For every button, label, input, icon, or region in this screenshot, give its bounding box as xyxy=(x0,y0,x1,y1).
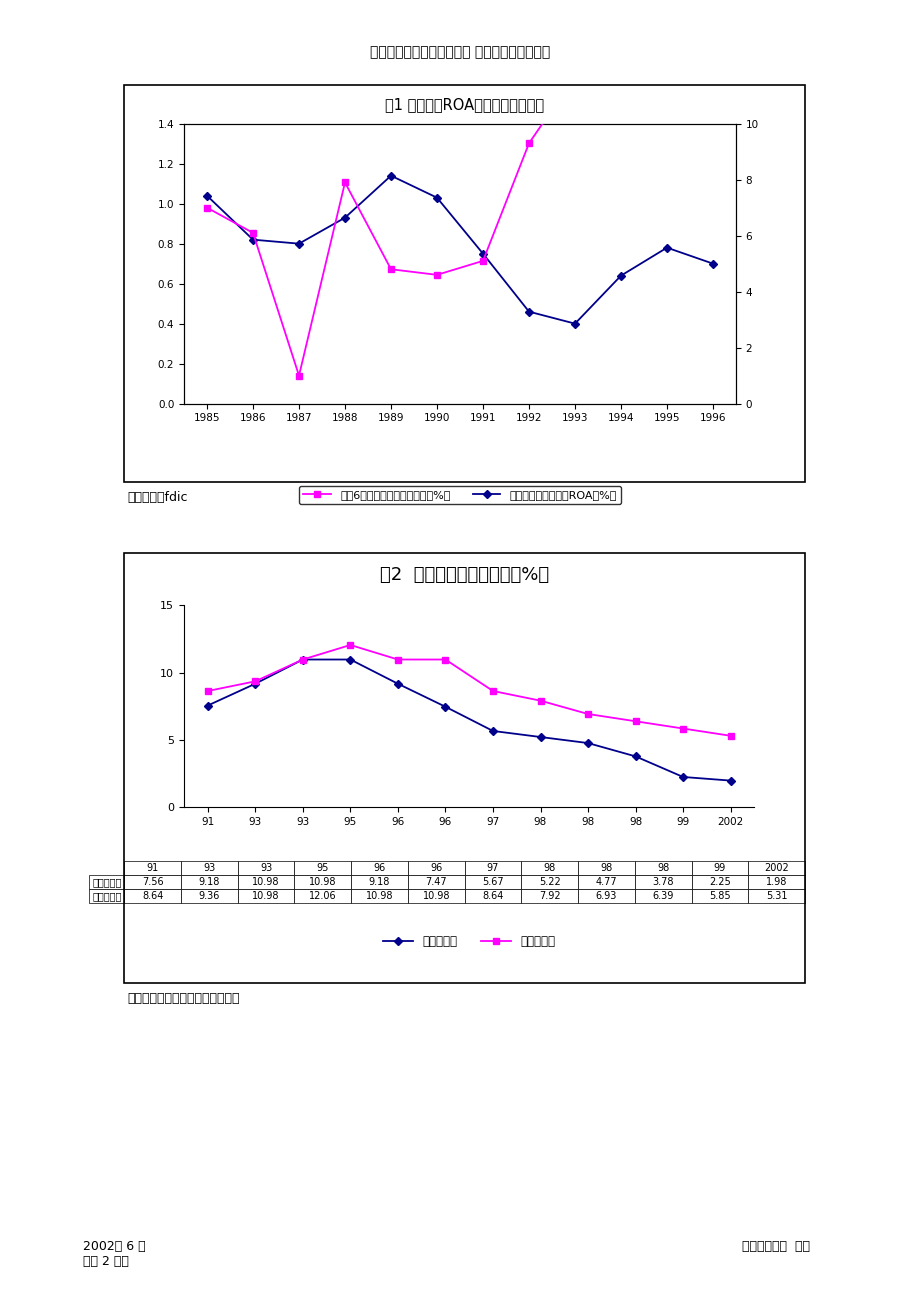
Text: 上海市金融工委研修课题： 金融业财务报表分析: 上海市金融工委研修课题： 金融业财务报表分析 xyxy=(369,46,550,60)
Text: 图2  一年期存贷款利差图（%）: 图2 一年期存贷款利差图（%） xyxy=(380,566,549,585)
Text: 上海财经大学  李曜: 上海财经大学 李曜 xyxy=(741,1240,809,1253)
Text: 数据来源：中国人民银行公布数据: 数据来源：中国人民银行公布数据 xyxy=(127,992,239,1005)
Text: 资料来源：fdic: 资料来源：fdic xyxy=(127,491,187,504)
Legend: 美国6月期国库券的市场收益（%）, 美国投保銀行的平均ROA（%）: 美国6月期国库券的市场收益（%）, 美国投保銀行的平均ROA（%） xyxy=(299,486,620,504)
Legend: 一年期存款, 一年期贷款: 一年期存款, 一年期贷款 xyxy=(379,930,559,953)
Text: 图1 美国銀行ROA与市场利率的关系: 图1 美国銀行ROA与市场利率的关系 xyxy=(385,96,543,112)
Text: 2002年 6 月
（第 2 页）: 2002年 6 月 （第 2 页） xyxy=(83,1240,145,1268)
